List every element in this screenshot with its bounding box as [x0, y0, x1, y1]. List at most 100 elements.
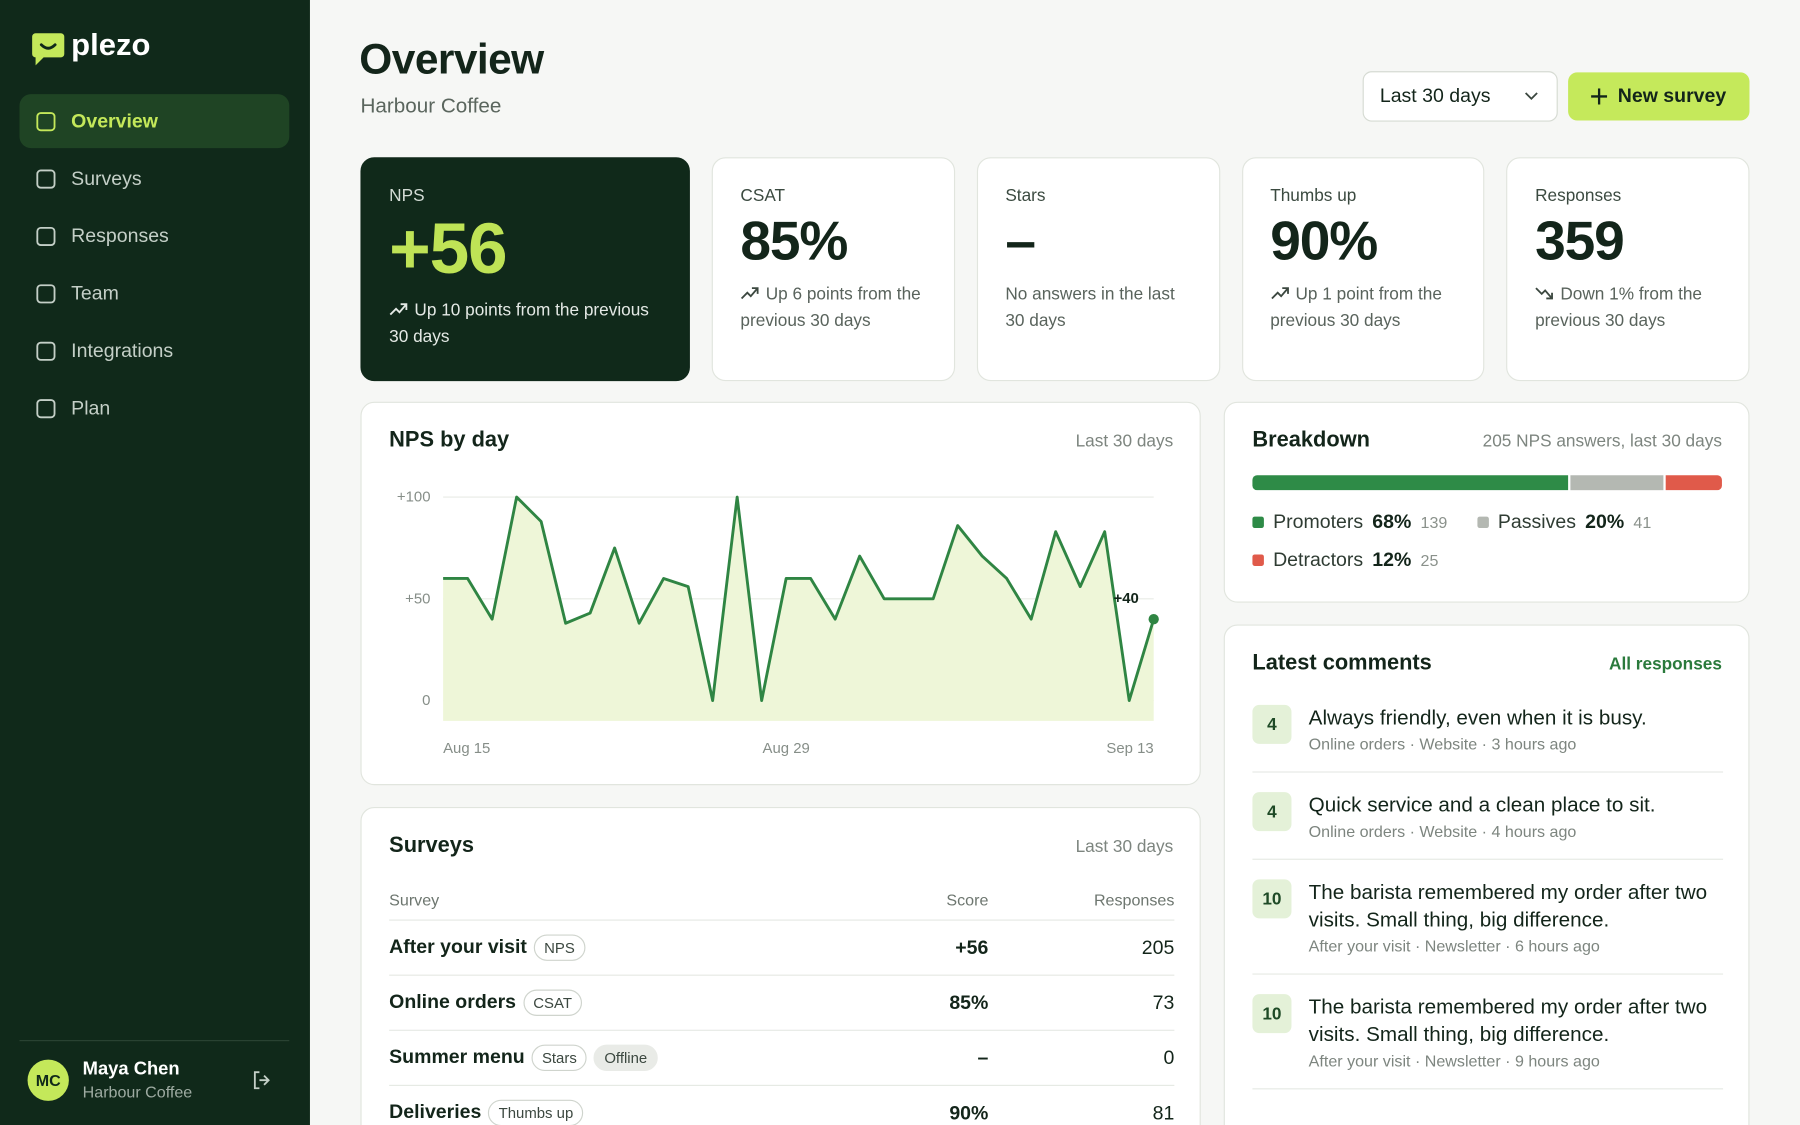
nav-label: Overview	[71, 109, 158, 132]
trend-line	[1535, 287, 1554, 300]
kpi-delta: No answers in the last 30 days	[1005, 281, 1191, 334]
surveys-card: Surveys Last 30 days Survey Score Response…	[360, 807, 1201, 1125]
survey-responses: 0	[1163, 1046, 1175, 1069]
survey-status: Offline	[593, 1044, 658, 1072]
survey-cell: Online orders CSAT	[389, 989, 850, 1016]
survey-name: Summer menu	[389, 1045, 525, 1068]
all-responses-link[interactable]: All responses	[1609, 654, 1722, 674]
comment: 10 The barista remembered my order after …	[1252, 879, 1724, 975]
new-survey-button[interactable]: New survey	[1568, 72, 1750, 121]
kpi-label: NPS	[389, 185, 425, 206]
column-header: Score	[946, 890, 989, 909]
nav-item[interactable]: Overview	[19, 94, 290, 149]
nav-icon	[36, 398, 56, 418]
nav-icon	[36, 283, 56, 303]
kpi-delta-text: Up 1 point from the previous 30 days	[1270, 284, 1442, 331]
nav-icon	[36, 111, 56, 131]
chart-title: NPS by day	[389, 428, 510, 453]
kpi-row: NPS +56 Up 10 points from the previous 30 …	[360, 157, 1750, 382]
comment-score: 10	[1252, 879, 1292, 919]
kpi-card: Thumbs up 90% Up 1 point from the previous…	[1241, 157, 1485, 382]
legend-name: Detractors	[1273, 548, 1364, 571]
sidebar: plezo Overview Surveys Responses Team Integr…	[0, 0, 310, 1125]
nav-label: Integrations	[71, 339, 174, 362]
page-title: Overview	[359, 35, 544, 83]
kpi-label: Responses	[1535, 185, 1622, 206]
area	[443, 497, 1154, 721]
chart-subtitle: Last 30 days	[1075, 431, 1174, 452]
surveys-table: Survey Score Responses After your visit NPS +…	[389, 879, 1175, 1125]
survey-cell: After your visit NPS	[389, 934, 850, 961]
breakdown-bar	[1252, 475, 1722, 491]
comments-list: 4 Always friendly, even when it is busy. O…	[1252, 704, 1724, 1109]
y-tick-label: 0	[422, 692, 430, 709]
kpi-label: Thumbs up	[1270, 185, 1357, 206]
survey-name: After your visit	[389, 935, 527, 958]
plus-icon	[1591, 88, 1608, 105]
logout-button[interactable]	[251, 1070, 272, 1091]
table-row[interactable]: Online orders CSAT 85% 73	[389, 976, 1175, 1031]
kpi-card: Stars – No answers in the last 30 days	[976, 157, 1220, 382]
surveys-title: Surveys	[389, 833, 475, 858]
nav-item[interactable]: Integrations	[20, 324, 290, 378]
table-row[interactable]: Summer menu Stars Offline – 0	[389, 1031, 1175, 1086]
breakdown-segment	[1252, 475, 1569, 491]
breakdown-subtitle: 205 NPS answers, last 30 days	[1482, 431, 1722, 452]
trend-icon	[740, 287, 759, 300]
nav-item[interactable]: Responses	[20, 209, 290, 263]
kpi-value: 85%	[740, 211, 848, 273]
user-name: Maya Chen	[82, 1059, 180, 1080]
comment-meta: After your visit · Newsletter · 6 hours …	[1308, 936, 1600, 956]
legend-count: 25	[1420, 551, 1439, 570]
legend-swatch	[1252, 554, 1264, 566]
kpi-value: +56	[389, 210, 507, 290]
user-org: Harbour Coffee	[82, 1082, 193, 1101]
comment-body: Always friendly, even when it is busy. On…	[1309, 705, 1647, 753]
comments-card: Latest comments All responses 4 Always fr…	[1223, 624, 1750, 1125]
legend-swatch	[1252, 516, 1264, 529]
trend-line	[389, 303, 408, 316]
icon-shape	[36, 111, 56, 131]
comment-text: Always friendly, even when it is busy.	[1308, 705, 1647, 729]
nav-item[interactable]: Surveys	[20, 152, 290, 206]
point	[1148, 614, 1159, 625]
comment-meta: Online orders · Website · 3 hours ago	[1308, 734, 1577, 754]
column-header: Survey	[389, 890, 440, 909]
kpi-label: Stars	[1005, 185, 1046, 206]
kpi-card: NPS +56 Up 10 points from the previous 30 …	[360, 157, 690, 382]
icon-shape	[36, 226, 56, 246]
trend-head	[1281, 287, 1289, 294]
icon-shape	[36, 283, 56, 303]
avatar: MC	[27, 1059, 69, 1101]
range-select[interactable]: Last 30 days	[1362, 71, 1558, 122]
chart-card: NPS by day Last 30 days 0 +50 +100 Aug 15 Au…	[360, 401, 1201, 786]
kpi-delta-text: Up 6 points from the previous 30 days	[740, 284, 921, 331]
kpi-delta: Down 1% from the previous 30 days	[1535, 281, 1721, 334]
comment-body: Quick service and a clean place to sit. O…	[1309, 792, 1656, 840]
kpi-value: 359	[1535, 211, 1625, 273]
survey-score: 90%	[949, 1101, 989, 1124]
table-header: Survey Score Responses	[389, 879, 1175, 921]
x-tick-label: Aug 29	[763, 740, 810, 757]
breakdown-segment	[1570, 475, 1664, 491]
survey-responses: 81	[1152, 1101, 1175, 1124]
trend-icon	[389, 303, 408, 316]
button-label: New survey	[1617, 84, 1727, 107]
nav-icon	[36, 226, 56, 246]
nav-label: Responses	[71, 224, 169, 247]
comments-title: Latest comments	[1252, 650, 1432, 675]
legend-item: Passives 20% 41	[1477, 511, 1651, 534]
survey-tag: Stars	[531, 1044, 588, 1072]
comment: 4 Quick service and a clean place to sit.…	[1252, 792, 1724, 860]
survey-score: –	[977, 1046, 989, 1069]
table-row[interactable]: Deliveries Thumbs up 90% 81	[389, 1086, 1174, 1125]
chart-plot: 0 +50 +100 Aug 15 Aug 29 Sep 13 +40	[397, 489, 1159, 757]
survey-name: Online orders	[389, 990, 517, 1013]
nav-item[interactable]: Plan	[20, 381, 290, 435]
nav-item[interactable]: Team	[20, 266, 290, 320]
table-row[interactable]: After your visit NPS +56 205	[389, 921, 1175, 976]
trend-line	[1270, 287, 1289, 300]
kpi-value: 90%	[1270, 211, 1378, 273]
breakdown-title: Breakdown	[1252, 428, 1370, 453]
